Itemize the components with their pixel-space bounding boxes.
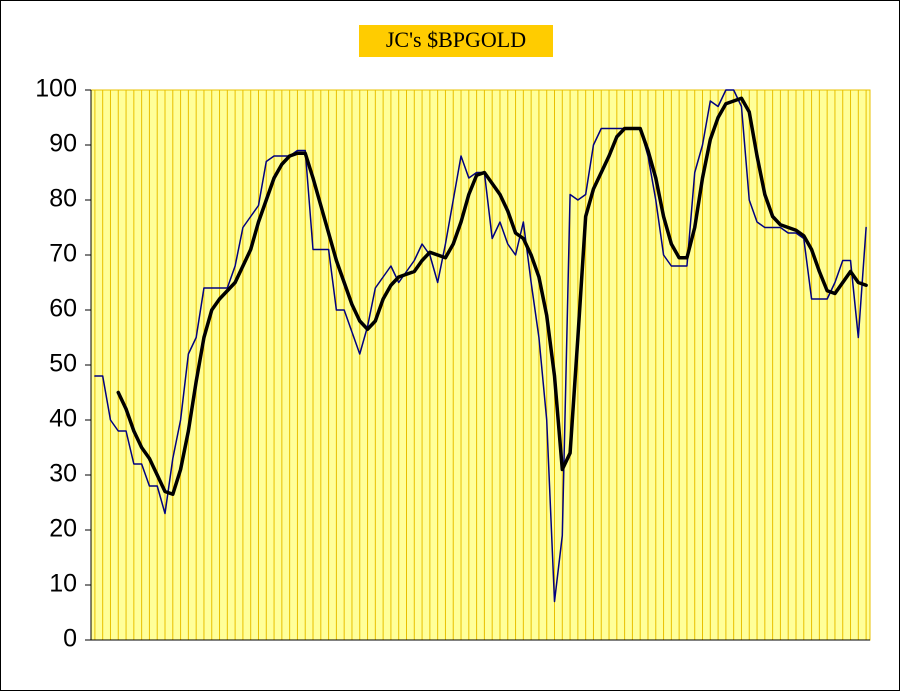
series-line [116,96,868,496]
y-tick-label: 30 [49,460,77,488]
y-tick-label: 20 [49,515,77,543]
plot-area [90,89,871,641]
y-tick-label: 100 [35,75,77,103]
y-tick-label: 10 [49,570,77,598]
y-tick-label: 50 [49,350,77,378]
title-box [359,25,553,57]
y-tick-label: 0 [63,625,77,653]
y-tick-label: 60 [49,295,77,323]
y-tick-label: 80 [49,185,77,213]
y-tick-label: 70 [49,240,77,268]
chart-title: JC's $BPGOLD [386,27,526,52]
y-tick-label: 40 [49,405,77,433]
y-tick-label: 90 [49,130,77,158]
